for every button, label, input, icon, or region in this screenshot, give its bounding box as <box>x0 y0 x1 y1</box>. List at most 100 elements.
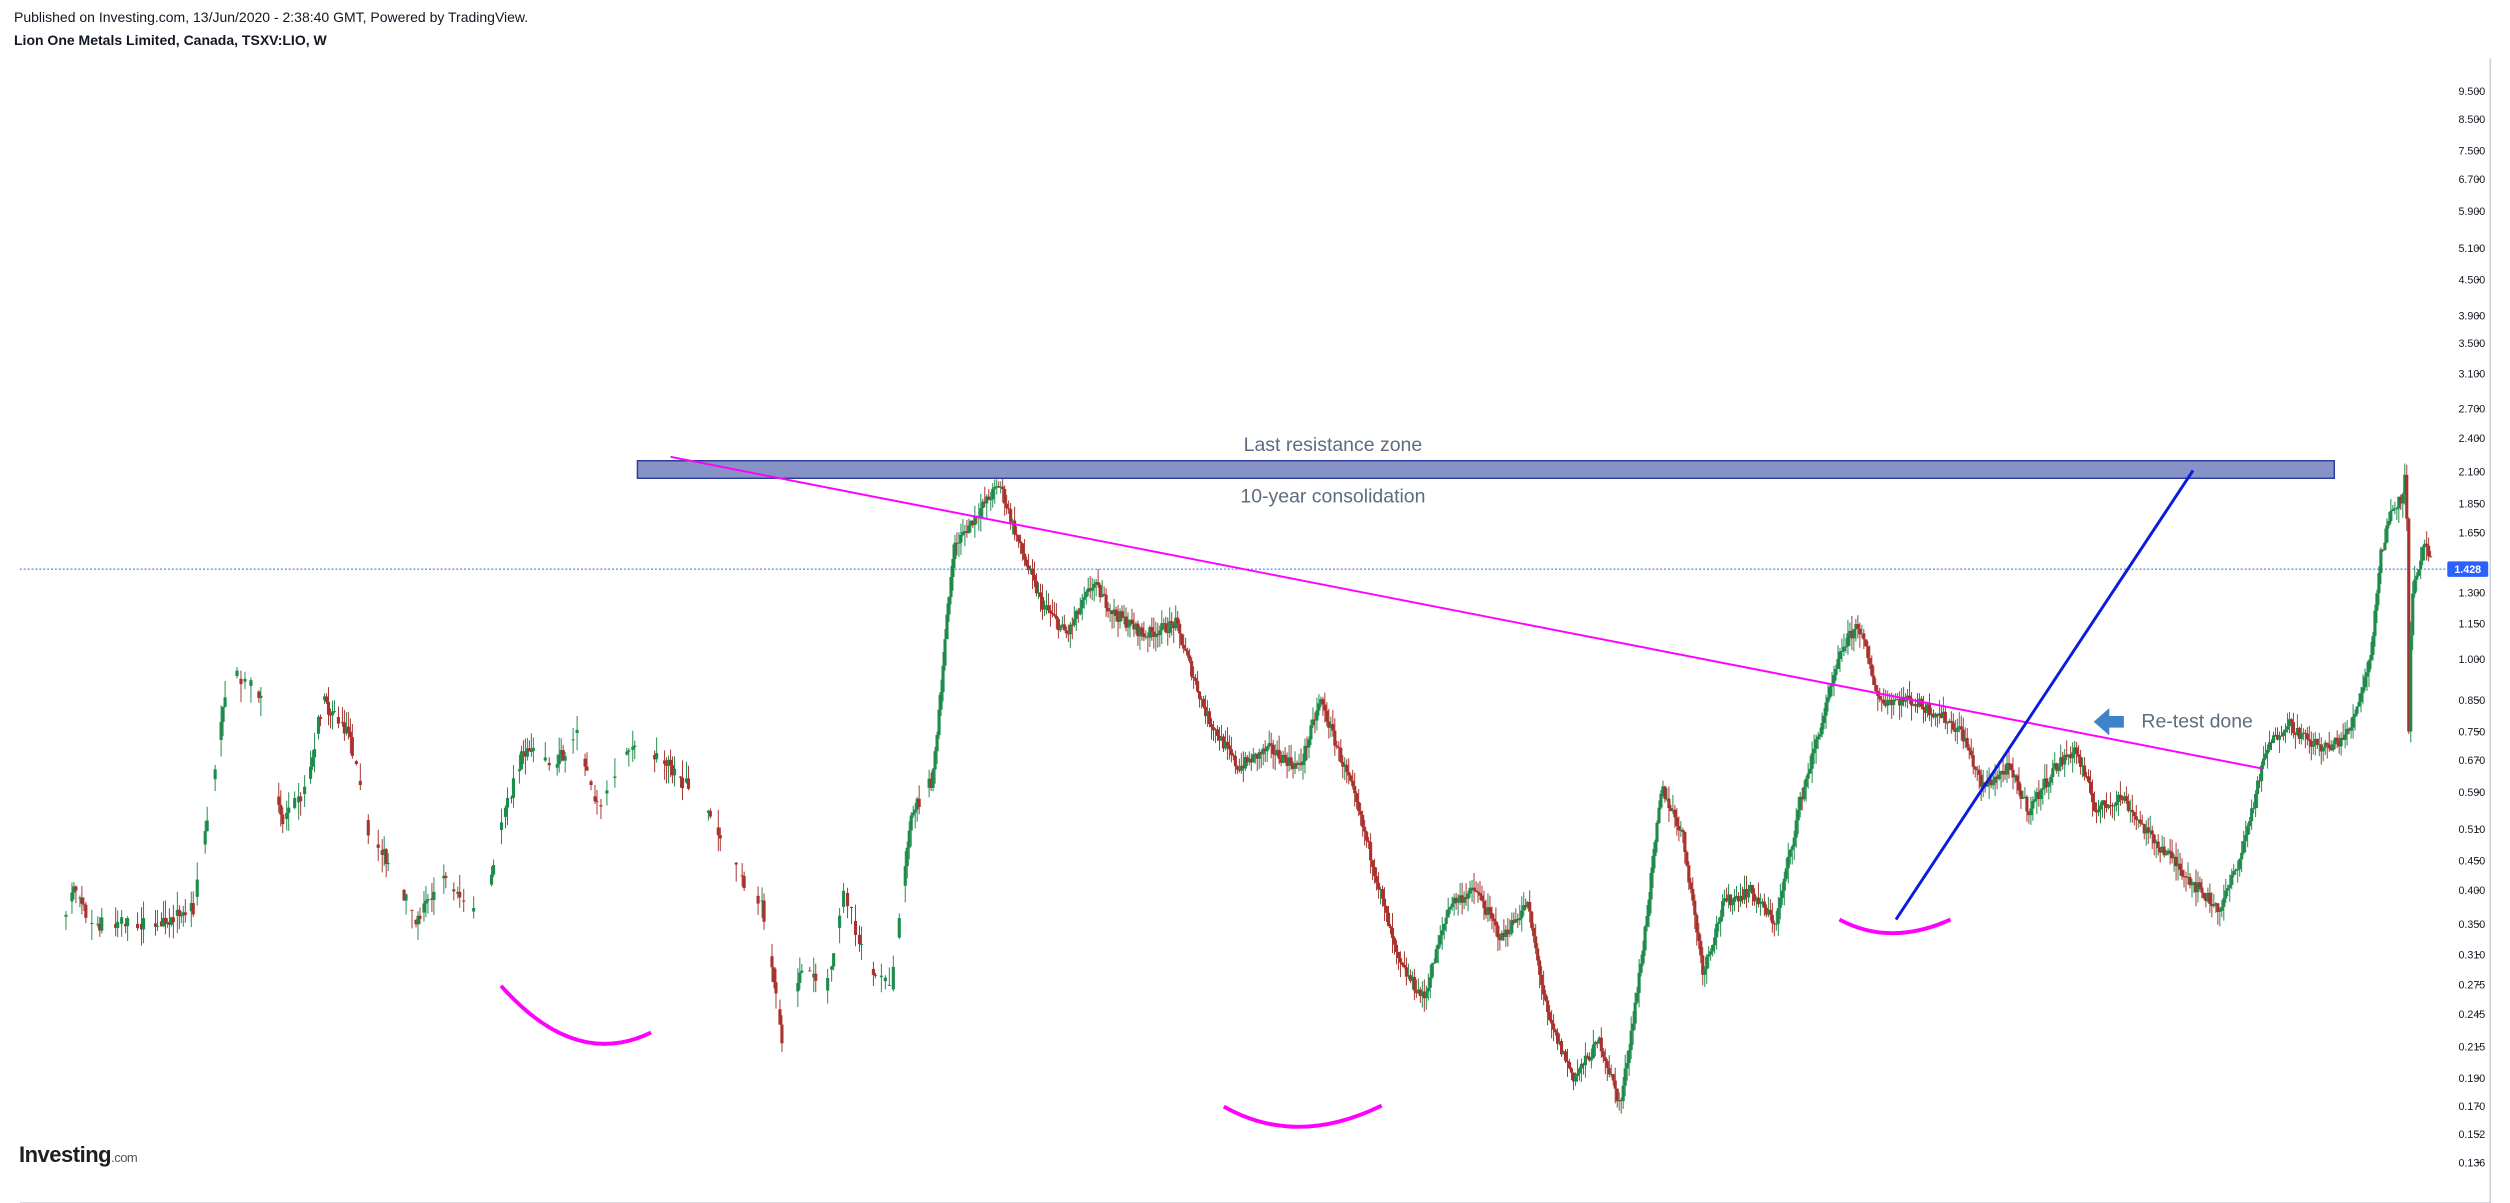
candle[interactable] <box>1038 583 1043 612</box>
candle[interactable] <box>1619 1097 1623 1114</box>
candle[interactable] <box>1476 882 1480 903</box>
candle[interactable] <box>1697 922 1701 950</box>
candle[interactable] <box>1691 877 1695 906</box>
candle[interactable] <box>167 908 171 938</box>
candle[interactable] <box>1096 568 1100 588</box>
candle[interactable] <box>503 805 508 829</box>
candle[interactable] <box>509 795 514 804</box>
candle[interactable] <box>344 712 348 736</box>
candle[interactable] <box>953 534 957 568</box>
candle[interactable] <box>1100 580 1104 598</box>
candle[interactable] <box>1957 712 1961 733</box>
candle[interactable] <box>965 519 969 538</box>
candle[interactable] <box>259 687 263 717</box>
candle[interactable] <box>2369 641 2373 670</box>
candle[interactable] <box>2353 709 2357 731</box>
resistance-zone[interactable] <box>636 460 2336 480</box>
candle[interactable] <box>1738 883 1743 908</box>
candle[interactable] <box>1890 692 1894 720</box>
candle[interactable] <box>1400 961 1404 968</box>
candle[interactable] <box>2019 783 2023 809</box>
candle[interactable] <box>1116 604 1120 637</box>
candle[interactable] <box>2279 725 2284 737</box>
candle[interactable] <box>2395 506 2399 521</box>
candle[interactable] <box>2132 811 2136 826</box>
candle[interactable] <box>1239 752 1243 775</box>
candle[interactable] <box>1269 732 1273 759</box>
candle[interactable] <box>1621 1077 1625 1109</box>
candle[interactable] <box>1180 633 1184 646</box>
candle[interactable] <box>1448 906 1452 915</box>
candle[interactable] <box>74 885 78 904</box>
candle[interactable] <box>384 847 388 878</box>
candle[interactable] <box>1647 892 1651 928</box>
candle[interactable] <box>1546 996 1550 1026</box>
candle[interactable] <box>1396 951 1401 971</box>
candle[interactable] <box>561 744 565 762</box>
candle[interactable] <box>1076 607 1080 623</box>
candle[interactable] <box>2287 711 2291 734</box>
candle[interactable] <box>1776 896 1780 936</box>
candle[interactable] <box>1629 1016 1633 1059</box>
candle[interactable] <box>2383 528 2387 551</box>
candle[interactable] <box>1148 625 1152 647</box>
candle[interactable] <box>2218 907 2222 927</box>
candle[interactable] <box>961 518 965 537</box>
candle[interactable] <box>1194 674 1198 685</box>
candle[interactable] <box>2067 754 2071 766</box>
candle[interactable] <box>830 965 834 982</box>
candle[interactable] <box>1806 762 1810 789</box>
candle[interactable] <box>1321 696 1325 716</box>
candle[interactable] <box>2021 790 2025 800</box>
candle[interactable] <box>951 544 955 591</box>
candle[interactable] <box>1341 755 1345 779</box>
candle[interactable] <box>161 901 165 927</box>
candle[interactable] <box>2252 802 2256 814</box>
candle[interactable] <box>2170 839 2174 864</box>
candle[interactable] <box>279 790 283 827</box>
candle[interactable] <box>1363 820 1367 846</box>
candle[interactable] <box>1291 761 1295 779</box>
candle[interactable] <box>1388 924 1393 935</box>
candle[interactable] <box>1683 831 1687 864</box>
candle[interactable] <box>1277 735 1281 765</box>
candle[interactable] <box>987 489 991 501</box>
candle[interactable] <box>1223 730 1227 751</box>
candle[interactable] <box>1931 709 1936 719</box>
candle[interactable] <box>2265 744 2270 769</box>
candle[interactable] <box>354 760 358 766</box>
candle[interactable] <box>1480 885 1484 902</box>
candle[interactable] <box>2122 792 2126 804</box>
candle[interactable] <box>879 963 883 993</box>
candle[interactable] <box>1325 702 1329 727</box>
candle[interactable] <box>599 798 603 820</box>
candle[interactable] <box>309 750 313 784</box>
candle[interactable] <box>2271 731 2276 744</box>
candle[interactable] <box>959 523 963 555</box>
candle[interactable] <box>1373 858 1377 884</box>
candle[interactable] <box>1466 890 1470 912</box>
candle[interactable] <box>1333 718 1337 756</box>
candle[interactable] <box>1361 810 1365 837</box>
candle[interactable] <box>1679 821 1683 837</box>
candle[interactable] <box>2172 854 2176 872</box>
candle[interactable] <box>2289 718 2293 736</box>
candle[interactable] <box>2039 788 2043 811</box>
candle[interactable] <box>1709 948 1713 961</box>
candle[interactable] <box>1017 534 1021 549</box>
candle[interactable] <box>2037 780 2041 807</box>
candle[interactable] <box>525 737 529 761</box>
candle[interactable] <box>336 706 340 729</box>
candle[interactable] <box>1651 848 1655 888</box>
candle[interactable] <box>2041 778 2045 805</box>
candle[interactable] <box>575 715 579 751</box>
candle[interactable] <box>1245 754 1249 767</box>
candle[interactable] <box>1504 925 1508 947</box>
candle[interactable] <box>1426 973 1430 1001</box>
ascending-trendline[interactable] <box>1894 469 2195 921</box>
candle[interactable] <box>2162 837 2166 858</box>
candle[interactable] <box>1711 944 1715 957</box>
candle[interactable] <box>141 901 146 944</box>
candle[interactable] <box>366 814 370 845</box>
candle[interactable] <box>1554 1028 1558 1036</box>
